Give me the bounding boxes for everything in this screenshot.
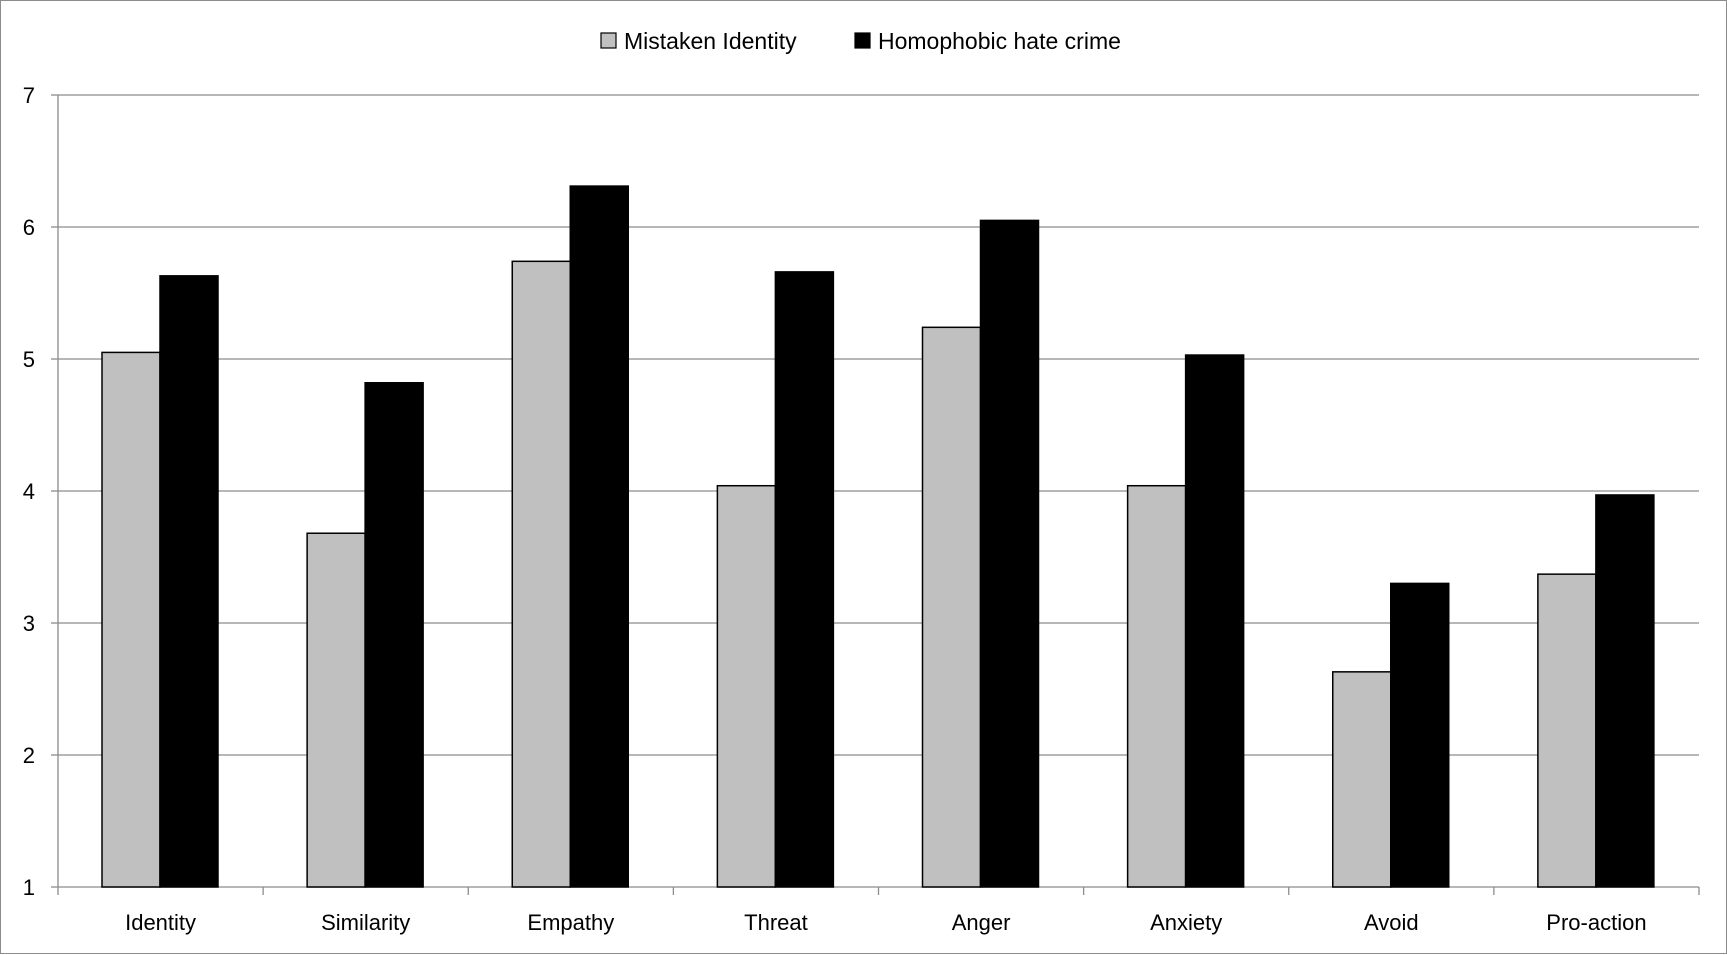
x-tick-label: Anxiety	[1150, 910, 1222, 935]
y-tick-label: 4	[23, 479, 35, 504]
legend-swatch	[854, 32, 871, 49]
y-tick-label: 6	[23, 215, 35, 240]
bar-homophobic-hate-crime	[1390, 582, 1450, 888]
axes	[51, 94, 1700, 895]
gridlines	[58, 94, 1699, 756]
x-tick-label: Pro-action	[1546, 910, 1646, 935]
x-tick-label: Empathy	[527, 910, 614, 935]
legend-label: Mistaken Identity	[624, 28, 797, 54]
y-tick-label: 2	[23, 743, 35, 768]
legend-swatch	[600, 32, 617, 49]
x-tick-label: Identity	[125, 910, 196, 935]
bar-mistaken-identity	[511, 260, 571, 888]
x-tick-label: Threat	[744, 910, 808, 935]
bar-homophobic-hate-crime	[1595, 494, 1655, 888]
y-tick-label: 7	[23, 83, 35, 108]
bar-mistaken-identity	[921, 326, 982, 888]
bar-homophobic-hate-crime	[364, 382, 424, 888]
bar-mistaken-identity	[101, 351, 161, 888]
bar-homophobic-hate-crime	[569, 185, 629, 888]
legend-label: Homophobic hate crime	[878, 28, 1121, 54]
bar-mistaken-identity	[1126, 484, 1187, 888]
y-tick-label: 1	[23, 875, 35, 900]
x-axis-tick-labels: Identity Similarity Empathy Threat Anger Anxi…	[125, 910, 1646, 935]
bar-mistaken-identity	[306, 532, 366, 888]
bar-mistaken-identity	[1537, 573, 1597, 888]
x-tick-label: Avoid	[1364, 910, 1419, 935]
y-axis-tick-labels: 1 2 3 4 5 6 7	[23, 83, 35, 900]
bar-homophobic-hate-crime	[159, 275, 219, 888]
bar-mistaken-identity	[716, 484, 777, 888]
y-tick-label: 5	[23, 347, 35, 372]
y-tick-label: 3	[23, 611, 35, 636]
bar-homophobic-hate-crime	[1184, 354, 1245, 888]
x-tick-label: Anger	[952, 910, 1011, 935]
bar-homophobic-hate-crime	[774, 271, 835, 888]
bars	[101, 185, 1655, 888]
bar-homophobic-hate-crime	[979, 219, 1040, 888]
legend: Mistaken Identity Homophobic hate crime	[600, 28, 1121, 54]
x-tick-label: Similarity	[321, 910, 410, 935]
bar-mistaken-identity	[1332, 671, 1392, 888]
